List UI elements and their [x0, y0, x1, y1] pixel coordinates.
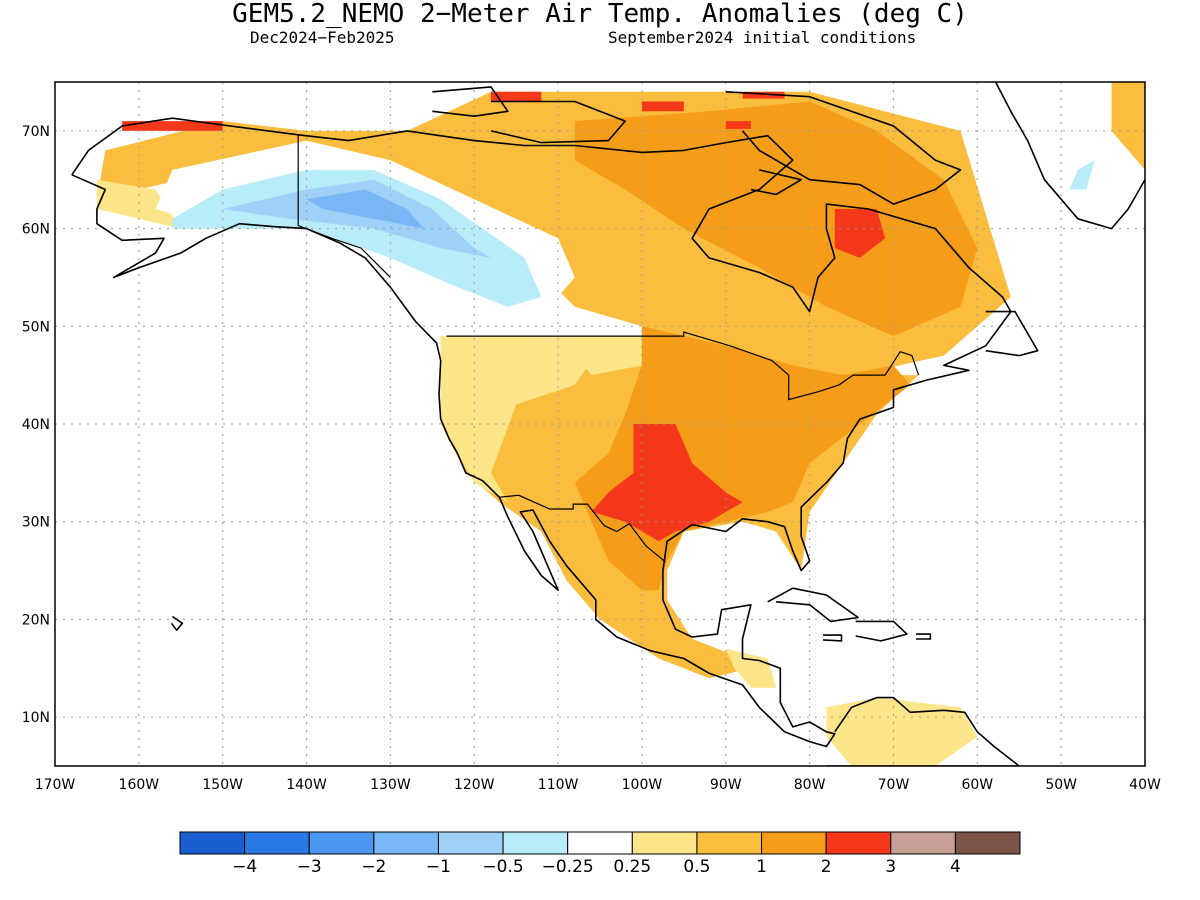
colorbar-swatch — [373, 831, 439, 855]
coastline-victoria-island — [490, 100, 627, 144]
forecast-period: Dec2024−Feb2025 — [250, 28, 395, 47]
anomaly-region-21 — [725, 121, 751, 129]
anomaly-region-12 — [306, 189, 424, 229]
anomaly-region-17 — [122, 121, 223, 131]
colorbar-label: −0.25 — [542, 857, 594, 877]
colorbar-swatch — [890, 831, 956, 855]
colorbar-label: 0.5 — [683, 857, 710, 877]
lon-tick-label: 140W — [286, 777, 327, 793]
coastline-south-america — [826, 696, 1021, 766]
anomaly-region-16 — [834, 209, 886, 258]
coastline-jamaica — [822, 634, 843, 642]
border-layer — [297, 134, 920, 563]
longitude-tick-labels: 170W 160W 150W 140W 130W 120W 110W 100W 90W 80W 70… — [35, 777, 1161, 793]
lat-tick-label: 40N — [22, 417, 50, 433]
latitude-tick-labels: 10N 20N 30N 40N 50N 60N 70N — [22, 124, 50, 726]
lon-tick-label: 40W — [1129, 777, 1161, 793]
colorbar-swatch — [502, 831, 569, 855]
lat-tick-label: 20N — [22, 612, 50, 628]
anomaly-fill-layer — [96, 82, 1145, 766]
lon-tick-label: 100W — [622, 777, 663, 793]
colorbar-swatch — [244, 831, 310, 855]
colorbar-swatch — [954, 831, 1021, 855]
anomaly-region-4 — [558, 336, 659, 376]
colorbar-label: 4 — [950, 857, 961, 877]
coastline-newfoundland — [985, 310, 1039, 357]
colorbar-label: −0.5 — [482, 857, 523, 877]
coastline-puerto-rico — [916, 633, 932, 640]
coastline-layer — [71, 82, 1145, 766]
colorbar-label: 1 — [756, 857, 767, 877]
colorbar-swatch — [761, 831, 827, 855]
lon-tick-label: 170W — [35, 777, 76, 793]
lat-tick-label: 60N — [22, 222, 50, 238]
lat-tick-label: 50N — [22, 319, 50, 335]
coastline-north-america — [71, 117, 1012, 748]
anomaly-region-11 — [222, 179, 491, 258]
anomaly-region-2 — [1111, 82, 1145, 170]
anomaly-region-14 — [574, 101, 978, 337]
border-alaska-canada — [297, 134, 391, 278]
lon-tick-label: 80W — [794, 777, 826, 793]
plot-frame — [54, 81, 1146, 767]
border-us-canada — [446, 331, 920, 401]
coastline-cuba — [767, 587, 860, 623]
coastline-hawaii — [170, 615, 184, 632]
colorbar-label: −2 — [361, 857, 386, 877]
colorbar-swatch — [825, 831, 892, 855]
anomaly-region-15 — [591, 424, 743, 542]
lon-tick-label: 160W — [119, 777, 160, 793]
colorbar-swatch — [696, 831, 763, 855]
page-title: GEM5.2_NEMO 2−Meter Air Temp. Anomalies … — [232, 0, 968, 29]
colorbar-label: −1 — [426, 857, 451, 877]
lat-tick-label: 10N — [22, 710, 50, 726]
border-us-mexico — [498, 494, 666, 563]
colorbar-swatch — [437, 831, 504, 855]
lon-tick-label: 110W — [538, 777, 579, 793]
colorbar-label: 0.25 — [613, 857, 651, 877]
colorbar-swatch — [308, 831, 375, 855]
coastline-banks-island — [432, 86, 509, 117]
lon-tick-label: 130W — [370, 777, 411, 793]
lat-tick-label: 70N — [22, 124, 50, 140]
lon-tick-label: 50W — [1045, 777, 1077, 793]
lat-tick-label: 30N — [22, 515, 50, 531]
anomaly-region-3 — [440, 336, 609, 503]
lon-tick-label: 70W — [878, 777, 910, 793]
colorbar-label: 3 — [885, 857, 896, 877]
colorbar-label: −4 — [232, 857, 257, 877]
lon-tick-label: 120W — [454, 777, 495, 793]
colorbar-swatch — [631, 831, 698, 855]
colorbar-swatch — [567, 831, 633, 855]
colorbar: −4 −3 −2 −1 −0.5 −0.25 0.25 0.5 1 2 3 4 — [179, 831, 1021, 877]
coastline-southampton-island — [750, 169, 803, 196]
lon-tick-label: 90W — [710, 777, 742, 793]
anomaly-region-5 — [826, 697, 978, 766]
anomaly-region-18 — [491, 91, 542, 102]
lon-tick-label: 150W — [202, 777, 243, 793]
initial-conditions: September2024 initial conditions — [608, 28, 917, 47]
colorbar-swatch — [179, 831, 246, 855]
coastline-greenland — [994, 82, 1145, 230]
colorbar-label: −3 — [297, 857, 322, 877]
gridlines — [55, 82, 1145, 766]
anomaly-region-6 — [725, 648, 777, 688]
anomaly-region-19 — [641, 101, 684, 112]
colorbar-label: 2 — [821, 857, 832, 877]
coastline-hispaniola — [855, 620, 908, 642]
coastline-baffin-island — [725, 91, 962, 205]
anomaly-region-10 — [1069, 160, 1095, 190]
lon-tick-label: 60W — [961, 777, 993, 793]
anomaly-region-7 — [96, 179, 181, 229]
